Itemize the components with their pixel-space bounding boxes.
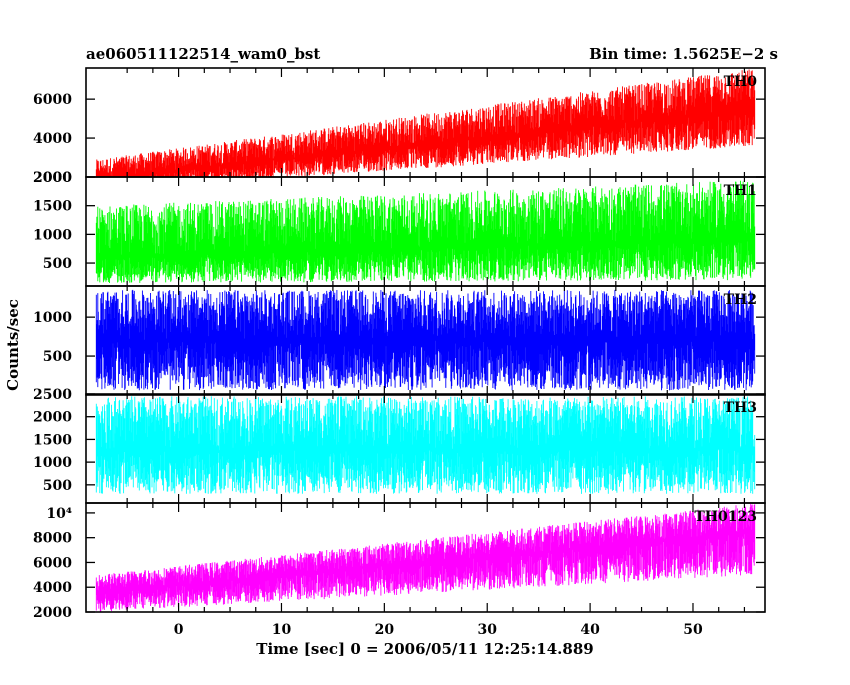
y-tick-label-th2: 1000 [33,310,72,326]
y-tick-label-th3: 500 [43,478,72,494]
series-th1-trace [95,180,756,283]
panel-label-th2: TH2 [724,292,757,308]
y-tick-label-th0123: 10⁴ [46,506,72,522]
y-tick-label-th1: 1500 [33,199,72,215]
y-tick-label-th2: 500 [43,349,72,365]
x-axis: 0 10 20 30 40 50 [174,622,703,638]
panel-frame-th0123 [85,502,766,613]
x-tick-label: 50 [683,622,703,638]
panel-label-th1: TH1 [724,183,757,199]
panels-group: 2000 4000 6000 TH0 500 1000 1500 2000 TH1 500 1000… [33,67,766,621]
panel-th0123: 2000 4000 6000 8000 10⁴ TH0123 [33,502,766,621]
y-tick-label-th1: 2000 [33,170,72,186]
y-tick-label-th0: 2000 [33,170,72,186]
x-axis-label: Time [sec] 0 = 2006/05/11 12:25:14.889 [256,640,593,658]
x-tick-label: 30 [477,622,497,638]
x-tick-label: 20 [375,622,395,638]
x-tick-label: 10 [272,622,292,638]
y-tick-label-th3: 1000 [33,455,72,471]
y-tick-label-th3: 1500 [33,432,72,448]
panel-th0: 2000 4000 6000 TH0 [33,67,766,186]
y-tick-label-th3: 2500 [33,387,72,403]
y-tick-label-th0123: 8000 [33,531,72,547]
panel-label-th3: TH3 [724,400,757,416]
y-tick-label-th0: 6000 [33,92,72,108]
series-th0-trace [95,69,756,177]
series-th3-trace [95,396,756,494]
panel-th1: 500 1000 1500 2000 TH1 [33,170,766,287]
panel-label-th0123: TH0123 [694,509,757,525]
y-tick-label-th0123: 2000 [33,605,72,621]
panel-frame-th2 [85,285,766,396]
panel-label-th0: TH0 [724,74,758,90]
series-th0123-trace [95,503,756,612]
y-tick-label-th0123: 4000 [33,580,72,596]
panel-th2: 500 1000 TH2 [33,285,766,396]
panel-th3: 500 1000 1500 2000 2500 TH3 [33,387,766,504]
x-tick-label: 40 [580,622,600,638]
chart-title-right: Bin time: 1.5625E−2 s [589,45,778,63]
series-th2-trace [95,289,756,391]
y-axis-label: Counts/sec [4,299,22,391]
x-tick-label: 0 [174,622,184,638]
y-tick-label-th0123: 6000 [33,555,72,571]
y-tick-label-th3: 2000 [33,410,72,426]
y-tick-label-th1: 1000 [33,227,72,243]
y-tick-label-th0: 4000 [33,131,72,147]
chart-title-left: ae060511122514_wam0_bst [86,45,320,63]
y-tick-label-th1: 500 [43,256,72,272]
